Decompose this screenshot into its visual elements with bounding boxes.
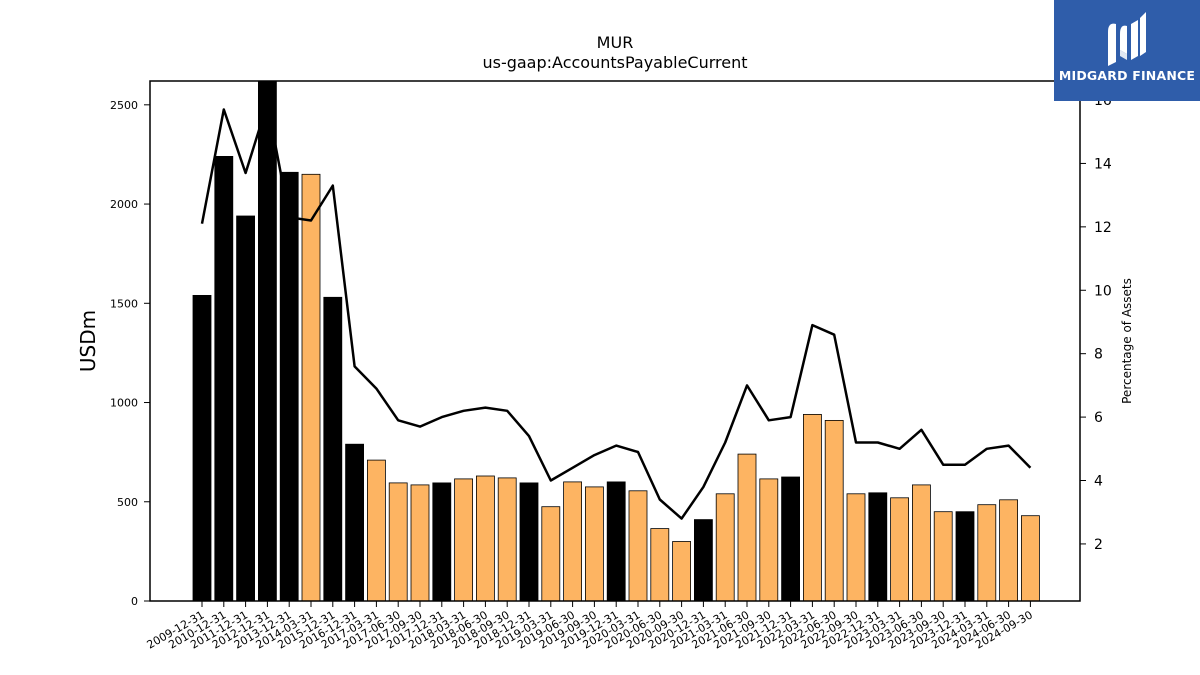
bar-2021-06-30 — [737, 453, 757, 602]
bar-2018-09-30 — [497, 477, 517, 602]
bar-2024-09-30 — [1021, 515, 1040, 602]
bar-2020-06-30 — [650, 528, 670, 602]
bar-2018-03-31 — [454, 478, 474, 602]
bar-2018-06-30 — [475, 475, 495, 602]
percentage-line — [200, 101, 1032, 520]
y-tick-label: 2000 — [110, 198, 138, 211]
bar-2019-06-30 — [563, 481, 582, 602]
y-axis-left: 0 500 1000 1500 2000 2500 — [110, 99, 150, 608]
bar-2017-03-31 — [366, 459, 386, 602]
midgard-finance-logo: MIDGARD FINANCE — [1054, 0, 1200, 101]
bar-2020-03-31 — [628, 490, 648, 602]
y-tick-label: 1500 — [110, 297, 138, 310]
bar-2009-12-31 — [192, 294, 212, 602]
bar-2022-06-30 — [824, 419, 844, 602]
y2-axis-label: Percentage of Assets — [1120, 278, 1134, 404]
bar-2021-03-31 — [715, 493, 735, 602]
y-tick-label: 500 — [117, 496, 138, 509]
bar-2022-09-30 — [846, 493, 866, 602]
bar-series — [192, 80, 1040, 602]
bar-2016-12-31 — [345, 443, 365, 602]
bar-2020-09-30 — [672, 541, 691, 602]
y2-tick-label: 4 — [1094, 474, 1103, 490]
y-axis-label: USDm — [76, 310, 100, 372]
y2-tick-label: 12 — [1094, 220, 1112, 236]
y-tick-label: 0 — [131, 595, 138, 608]
bar-2017-09-30 — [410, 484, 430, 602]
bar-2013-12-31 — [279, 171, 299, 602]
bar-2019-03-31 — [541, 506, 561, 602]
bar-2019-09-30 — [585, 486, 604, 602]
bar-2023-12-31 — [955, 511, 975, 602]
y2-tick-label: 2 — [1094, 537, 1103, 553]
bar-2024-03-31 — [977, 504, 997, 602]
bar-2020-12-31 — [694, 519, 713, 602]
bar-2014-03-31 — [301, 173, 321, 602]
bar-2012-12-31 — [257, 80, 277, 602]
y2-tick-label: 8 — [1094, 347, 1103, 363]
bar-2023-06-30 — [912, 484, 931, 602]
bar-2019-12-31 — [606, 481, 626, 602]
bar-2011-12-31 — [236, 215, 256, 602]
y2-tick-label: 14 — [1094, 156, 1112, 172]
y2-tick-label: 10 — [1094, 283, 1112, 299]
y-tick-label: 1000 — [110, 397, 138, 410]
y-tick-label: 2500 — [110, 99, 138, 112]
bar-2018-12-31 — [519, 482, 539, 602]
bar-2023-09-30 — [933, 511, 953, 602]
bar-2022-12-31 — [868, 492, 888, 602]
logo-text: MIDGARD FINANCE — [1058, 68, 1196, 83]
chart-title: MUR — [597, 33, 634, 52]
bar-2022-03-31 — [803, 413, 822, 602]
bar-2015-12-31 — [323, 296, 343, 602]
bar-2017-06-30 — [388, 482, 408, 602]
bar-2023-03-31 — [890, 497, 909, 602]
bar-2010-12-31 — [214, 155, 234, 602]
bar-2021-09-30 — [759, 478, 779, 602]
plot-frame — [149, 80, 1081, 602]
bar-2021-12-31 — [781, 476, 800, 602]
y2-tick-label: 6 — [1094, 410, 1103, 426]
bar-2017-12-31 — [432, 482, 452, 602]
bar-2024-06-30 — [999, 499, 1018, 602]
chart-subtitle: us-gaap:AccountsPayableCurrent — [482, 53, 747, 72]
midgard-logo-icon — [1108, 12, 1146, 66]
x-axis: 2009-12-312010-12-312011-12-312012-12-31… — [145, 601, 1035, 652]
